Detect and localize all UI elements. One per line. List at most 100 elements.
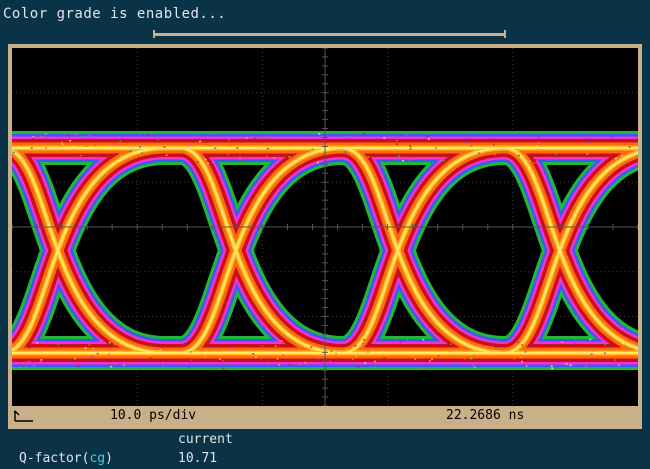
noise-dot	[245, 137, 248, 139]
noise-dot	[395, 139, 398, 142]
status-message: Color grade is enabled...	[3, 6, 227, 22]
noise-dot	[517, 341, 520, 344]
noise-dot	[477, 152, 480, 154]
noise-dot	[239, 159, 242, 161]
noise-dot	[122, 364, 125, 366]
noise-dot	[589, 338, 592, 341]
progress-start-cap	[153, 30, 155, 38]
noise-dot	[535, 159, 538, 161]
noise-dot	[471, 355, 474, 358]
noise-dot	[209, 144, 212, 147]
noise-dot	[426, 135, 429, 137]
noise-dot	[165, 154, 168, 156]
noise-dot	[551, 367, 554, 370]
noise-dot	[463, 357, 466, 360]
noise-dot	[27, 360, 30, 363]
noise-dot	[405, 134, 408, 137]
noise-dot	[585, 365, 588, 367]
noise-dot	[617, 364, 620, 367]
noise-dot	[94, 144, 97, 147]
noise-dot	[115, 143, 118, 146]
noise-dot	[393, 159, 396, 161]
noise-dot	[115, 152, 118, 155]
noise-dot	[484, 143, 487, 146]
noise-dot	[517, 154, 520, 157]
noise-dot	[526, 348, 529, 350]
noise-dot	[401, 159, 404, 162]
waveform-display[interactable]	[12, 48, 638, 406]
noise-dot	[367, 156, 370, 158]
noise-dot	[398, 155, 401, 157]
noise-dot	[437, 355, 440, 357]
timebase-label[interactable]: 10.0 ps/div	[110, 408, 197, 423]
noise-dot	[330, 357, 333, 359]
noise-dot	[30, 147, 33, 149]
noise-dot	[208, 133, 211, 135]
scope-display-frame: 10.0 ps/div 22.2686 ns	[8, 44, 642, 429]
noise-dot	[219, 342, 222, 345]
noise-dot	[383, 357, 386, 359]
noise-dot	[254, 137, 257, 140]
paren-open: (	[81, 451, 90, 466]
noise-dot	[569, 364, 572, 367]
noise-dot	[628, 146, 631, 148]
noise-dot	[266, 137, 269, 140]
noise-dot	[39, 135, 42, 138]
noise-dot	[108, 353, 111, 355]
noise-dot	[189, 351, 192, 353]
noise-dot	[77, 365, 80, 368]
noise-dot	[139, 146, 142, 148]
noise-dot	[520, 356, 523, 359]
arrow-left-icon[interactable]	[14, 409, 34, 423]
noise-dot	[554, 153, 557, 156]
noise-dot	[199, 140, 202, 143]
noise-dot	[79, 154, 82, 157]
noise-dot	[357, 366, 360, 368]
measurement-panel: current Q-factor(cg) 10.71	[0, 430, 650, 469]
noise-dot	[397, 350, 400, 352]
noise-dot	[561, 339, 564, 342]
noise-dot	[21, 362, 24, 364]
noise-dot	[409, 148, 412, 150]
noise-dot	[476, 363, 479, 365]
noise-dot	[435, 146, 438, 149]
noise-dot	[607, 347, 610, 349]
measurement-label: Q-factor	[19, 451, 82, 466]
noise-dot	[535, 145, 538, 147]
noise-dot	[261, 345, 264, 347]
noise-dot	[92, 347, 95, 350]
noise-dot	[96, 352, 99, 355]
noise-dot	[367, 351, 370, 353]
noise-dot	[159, 349, 162, 351]
current-column-header: current	[178, 432, 233, 447]
noise-dot	[266, 147, 269, 150]
noise-dot	[470, 145, 473, 147]
noise-dot	[151, 139, 154, 141]
noise-dot	[129, 150, 132, 153]
progress-end-cap	[504, 30, 506, 38]
noise-dot	[429, 360, 432, 362]
paren-close: )	[105, 451, 113, 466]
noise-dot	[227, 153, 230, 156]
measurement-name[interactable]: Q-factor(cg)	[19, 451, 113, 466]
noise-dot	[383, 137, 386, 139]
noise-dot	[422, 338, 425, 341]
noise-dot	[550, 365, 553, 367]
noise-dot	[61, 143, 64, 145]
noise-dot	[409, 145, 412, 147]
noise-dot	[580, 349, 583, 351]
noise-dot	[110, 365, 113, 368]
noise-dot	[329, 360, 332, 363]
delay-label[interactable]: 22.2686 ns	[446, 408, 525, 423]
noise-dot	[538, 141, 541, 143]
noise-dot	[512, 357, 515, 359]
noise-dot	[281, 354, 284, 356]
noise-dot	[32, 136, 35, 138]
noise-dot	[387, 150, 390, 152]
noise-dot	[184, 137, 187, 139]
noise-dot	[552, 343, 555, 345]
measurement-source: cg	[89, 451, 106, 466]
noise-dot	[444, 342, 447, 344]
noise-dot	[253, 149, 256, 151]
noise-dot	[19, 366, 22, 369]
